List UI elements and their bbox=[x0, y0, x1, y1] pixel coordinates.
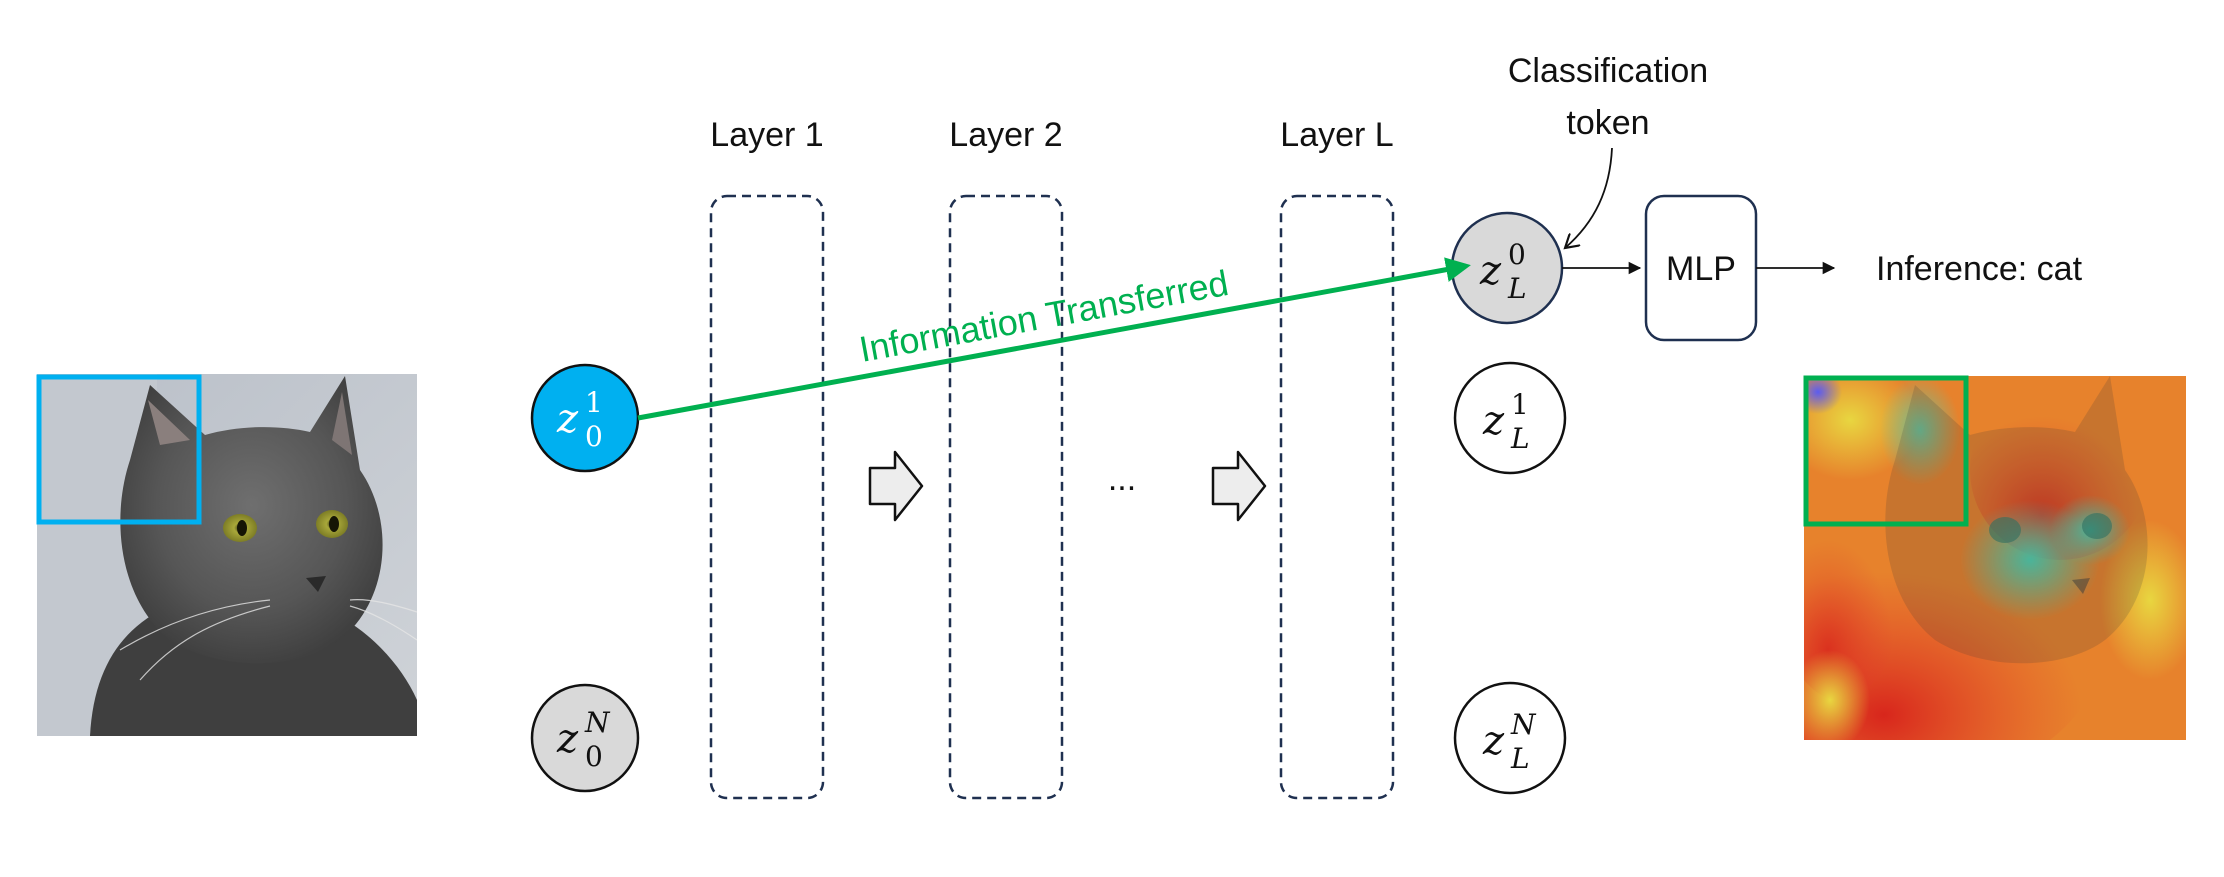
classification-token-label-line1: Classification bbox=[1508, 52, 1708, 90]
token-zl-1: z L 1 bbox=[1453, 361, 1567, 475]
input-patch-box bbox=[36, 374, 202, 525]
block-right-arrow-icon bbox=[868, 450, 924, 522]
token-zl-0: z L 0 bbox=[1450, 211, 1564, 325]
token-zl-1-sup: 1 bbox=[1511, 388, 1529, 421]
layer-l-label: Layer L bbox=[1280, 116, 1393, 154]
token-zl-1-var: z bbox=[1482, 398, 1505, 444]
mlp-label: MLP bbox=[1666, 250, 1736, 288]
token-z0-n: z 0 N bbox=[530, 683, 640, 793]
token-zl-0-var: z bbox=[1479, 248, 1502, 294]
block-right-arrow-icon bbox=[1211, 450, 1267, 522]
token-z0-1-sup: 1 bbox=[585, 386, 603, 419]
token-z0-n-sub: 0 bbox=[585, 740, 603, 773]
token-zl-n-sup: N bbox=[1510, 708, 1537, 741]
token-zl-1-sub: L bbox=[1510, 422, 1530, 455]
token-z0-n-sup: N bbox=[584, 706, 611, 739]
input-cat-image bbox=[37, 374, 417, 736]
token-zl-n-var: z bbox=[1482, 718, 1505, 764]
layers-ellipsis: ... bbox=[1108, 460, 1136, 498]
token-zl-n: z L N bbox=[1453, 681, 1567, 795]
layer-2: Layer 2 bbox=[948, 116, 1064, 800]
token-z0-1-sub: 0 bbox=[585, 420, 603, 453]
information-transferred-label: Information Transferred bbox=[856, 262, 1231, 370]
token-z0-1: z 0 1 bbox=[530, 363, 640, 473]
classification-token-label-line2: token bbox=[1566, 104, 1649, 142]
token-z0-1-var: z bbox=[556, 396, 579, 442]
output-heatmap-image bbox=[1804, 376, 2186, 740]
token-zl-n-sub: L bbox=[1510, 742, 1530, 775]
output-patch-box bbox=[1803, 375, 1969, 527]
information-transfer-arrow bbox=[637, 257, 1471, 421]
layer-l: Layer L bbox=[1279, 116, 1395, 800]
token-z0-n-var: z bbox=[556, 716, 579, 762]
mlp-block: MLP bbox=[1644, 194, 1758, 342]
classification-pointer-arrow bbox=[1565, 147, 1613, 248]
layer-2-label: Layer 2 bbox=[949, 116, 1062, 154]
layer-1: Layer 1 bbox=[709, 116, 825, 800]
token-zl-0-sub: L bbox=[1507, 272, 1527, 305]
layer-1-label: Layer 1 bbox=[710, 116, 823, 154]
token-zl-0-sup: 0 bbox=[1508, 238, 1526, 271]
inference-label: Inference: cat bbox=[1876, 250, 2083, 288]
